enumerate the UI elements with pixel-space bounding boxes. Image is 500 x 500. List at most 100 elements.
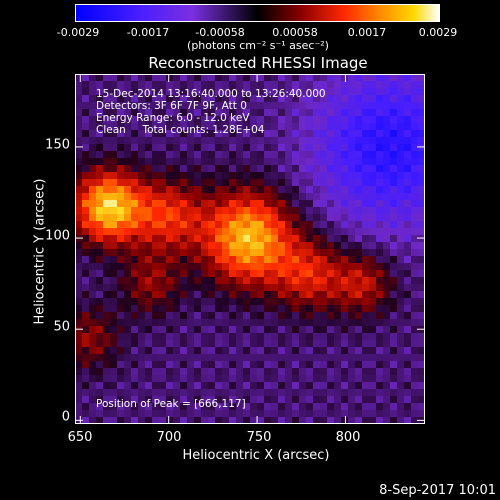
heatmap-cell (327, 242, 334, 249)
heatmap-cell (194, 235, 201, 242)
heatmap-cell (404, 375, 411, 382)
heatmap-cell (257, 354, 264, 361)
heatmap-cell (250, 375, 257, 382)
heatmap-cell (138, 221, 145, 228)
heatmap-cell (299, 186, 306, 193)
heatmap-cell (138, 102, 145, 109)
heatmap-cell (187, 263, 194, 270)
heatmap-cell (327, 277, 334, 284)
heatmap-cell (82, 74, 89, 81)
heatmap-cell (117, 270, 124, 277)
heatmap-cell (355, 130, 362, 137)
heatmap-cell (376, 347, 383, 354)
heatmap-cell (271, 410, 278, 417)
heatmap-cell (75, 347, 82, 354)
heatmap-cell (145, 368, 152, 375)
heatmap-cell (110, 158, 117, 165)
x-tick-label: 700 (156, 430, 182, 445)
heatmap-cell (397, 144, 404, 151)
heatmap-cell (243, 396, 250, 403)
heatmap-cell (110, 305, 117, 312)
heatmap-cell (313, 256, 320, 263)
heatmap-cell (362, 368, 369, 375)
heatmap-cell (264, 256, 271, 263)
heatmap-cell (152, 235, 159, 242)
heatmap-cell (264, 172, 271, 179)
heatmap-cell (96, 410, 103, 417)
heatmap-cell (215, 193, 222, 200)
heatmap-cell (285, 326, 292, 333)
heatmap-cell (299, 242, 306, 249)
heatmap-cell (411, 130, 418, 137)
heatmap-cell (334, 291, 341, 298)
heatmap-cell (117, 116, 124, 123)
heatmap-cell (292, 179, 299, 186)
heatmap-cell (110, 207, 117, 214)
heatmap-cell (362, 165, 369, 172)
heatmap-cell (341, 263, 348, 270)
heatmap-cell (110, 95, 117, 102)
heatmap-cell (201, 305, 208, 312)
heatmap-cell (390, 375, 397, 382)
heatmap-cell (264, 200, 271, 207)
heatmap-cell (110, 354, 117, 361)
heatmap-cell (75, 263, 82, 270)
heatmap-cell (369, 102, 376, 109)
heatmap-cell (250, 130, 257, 137)
heatmap-cell (236, 158, 243, 165)
heatmap-cell (124, 347, 131, 354)
heatmap-cell (362, 305, 369, 312)
heatmap-cell (397, 207, 404, 214)
heatmap-cell (201, 361, 208, 368)
heatmap-cell (313, 417, 320, 424)
heatmap-cell (362, 312, 369, 319)
heatmap-cell (96, 305, 103, 312)
heatmap-cell (166, 81, 173, 88)
heatmap-cell (236, 256, 243, 263)
heatmap-cell (173, 368, 180, 375)
heatmap-cell (334, 116, 341, 123)
heatmap-cell (236, 368, 243, 375)
heatmap-cell (236, 382, 243, 389)
heatmap-cell (383, 361, 390, 368)
heatmap-cell (194, 396, 201, 403)
heatmap-cell (201, 277, 208, 284)
heatmap-cell (341, 298, 348, 305)
heatmap-cell (124, 165, 131, 172)
heatmap-cell (348, 186, 355, 193)
colorbar-tick: 0.0017 (347, 26, 387, 39)
heatmap-cell (96, 116, 103, 123)
heatmap-cell (292, 95, 299, 102)
heatmap-cell (82, 235, 89, 242)
heatmap-cell (264, 410, 271, 417)
heatmap-cell (383, 74, 390, 81)
heatmap-cell (278, 256, 285, 263)
heatmap-cell (285, 123, 292, 130)
heatmap-cell (159, 130, 166, 137)
heatmap-cell (348, 389, 355, 396)
heatmap-cell (201, 130, 208, 137)
heatmap-cell (411, 270, 418, 277)
heatmap-cell (327, 347, 334, 354)
heatmap-cell (173, 242, 180, 249)
heatmap-cell (362, 151, 369, 158)
heatmap-cell (271, 291, 278, 298)
heatmap-cell (341, 389, 348, 396)
heatmap-cell (327, 193, 334, 200)
heatmap-cell (96, 235, 103, 242)
heatmap-cell (376, 200, 383, 207)
heatmap-cell (180, 312, 187, 319)
heatmap-cell (194, 368, 201, 375)
heatmap-cell (89, 123, 96, 130)
heatmap-cell (236, 186, 243, 193)
heatmap-cell (82, 102, 89, 109)
heatmap-cell (390, 326, 397, 333)
heatmap-cell (264, 207, 271, 214)
heatmap-cell (243, 354, 250, 361)
heatmap-cell (299, 340, 306, 347)
heatmap-cell (131, 263, 138, 270)
heatmap-cell (264, 249, 271, 256)
heatmap-cell (376, 228, 383, 235)
heatmap-cell (215, 312, 222, 319)
heatmap-cell (180, 403, 187, 410)
